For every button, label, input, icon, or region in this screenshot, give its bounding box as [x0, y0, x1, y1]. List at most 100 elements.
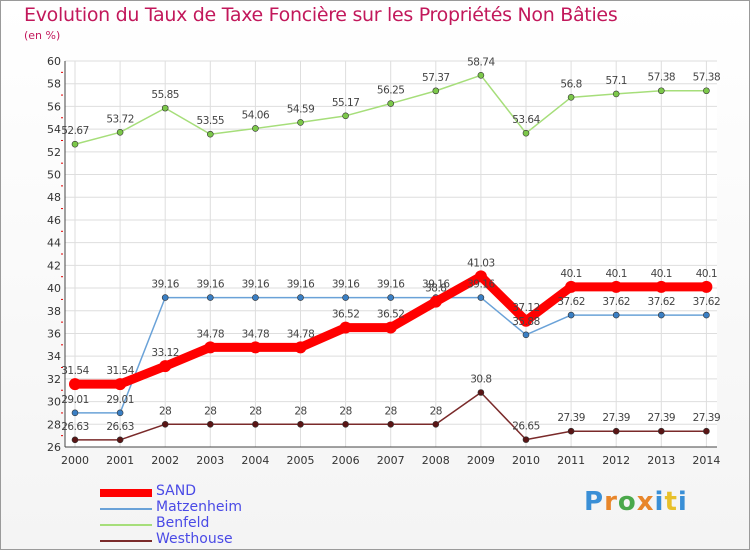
data-label-westhouse: 27.39	[693, 412, 721, 424]
data-point-sand	[69, 378, 81, 391]
data-point-sand	[520, 314, 532, 327]
y-tick-label: 46	[47, 214, 61, 227]
y-tick-label: 40	[47, 282, 61, 295]
data-label-westhouse: 28	[249, 405, 261, 417]
x-tick-label: 2013	[647, 454, 675, 467]
x-tick-label: 2009	[467, 454, 495, 467]
y-tick-label: 58	[47, 78, 61, 91]
data-point-westhouse	[612, 427, 620, 435]
data-label-benfeld: 58.74	[467, 56, 495, 68]
data-point-westhouse	[703, 427, 710, 435]
data-point-sand	[114, 378, 127, 391]
y-tick-label: 48	[47, 191, 61, 204]
data-point-matzenheim	[657, 311, 665, 319]
data-point-benfeld	[387, 100, 395, 107]
chart-title: Evolution du Taux de Taxe Foncière sur l…	[24, 4, 618, 26]
data-point-sand	[700, 280, 713, 293]
data-point-sand	[655, 280, 668, 293]
data-label-matzenheim: 39.16	[242, 279, 270, 291]
legend-swatch	[100, 508, 152, 510]
logo-letter: i	[677, 487, 688, 517]
legend-label: Matzenheim	[156, 499, 242, 515]
data-point-westhouse	[522, 436, 530, 443]
data-label-matzenheim: 39.16	[467, 279, 495, 291]
proxiti-logo: Proxiti	[584, 487, 688, 517]
data-label-westhouse: 28	[294, 405, 306, 417]
data-label-benfeld: 57.1	[606, 75, 627, 87]
data-point-matzenheim	[297, 294, 304, 301]
data-point-benfeld	[567, 94, 575, 101]
data-label-benfeld: 57.37	[422, 72, 450, 84]
data-label-benfeld: 54.59	[287, 103, 315, 115]
data-label-benfeld: 54.06	[242, 109, 270, 121]
data-label-benfeld: 55.17	[332, 97, 360, 109]
data-point-westhouse	[387, 420, 395, 428]
y-tick-label: 36	[47, 327, 61, 340]
data-label-westhouse: 28	[339, 405, 351, 417]
y-tick-label: 30	[47, 396, 61, 409]
y-tick-label: 52	[47, 146, 61, 159]
data-label-matzenheim: 37.62	[602, 296, 630, 308]
x-tick-label: 2002	[151, 454, 179, 467]
data-point-sand	[339, 321, 352, 334]
data-label-westhouse: 28	[430, 405, 442, 417]
y-tick-label: 32	[47, 373, 61, 386]
data-point-sand	[610, 280, 623, 293]
data-label-westhouse: 27.39	[602, 412, 630, 424]
data-label-sand: 31.54	[106, 365, 134, 377]
data-label-sand: 36.52	[332, 309, 360, 321]
data-label-sand: 34.78	[287, 328, 315, 340]
data-point-westhouse	[567, 427, 575, 435]
x-tick-label: 2001	[106, 454, 134, 467]
legend-swatch	[100, 489, 152, 497]
data-label-sand: 40.1	[560, 268, 581, 280]
data-point-westhouse	[477, 389, 485, 396]
data-point-westhouse	[432, 420, 440, 428]
data-label-sand: 40.1	[651, 268, 672, 280]
logo-letter: t	[664, 487, 678, 517]
data-label-matzenheim: 39.16	[197, 279, 225, 291]
y-tick-label: 38	[47, 305, 61, 318]
data-label-sand: 34.78	[242, 328, 270, 340]
data-label-sand: 31.54	[61, 365, 89, 377]
data-point-westhouse	[161, 420, 169, 428]
data-label-westhouse: 30.8	[470, 374, 491, 386]
data-label-matzenheim: 37.62	[648, 296, 676, 308]
data-point-benfeld	[612, 90, 620, 98]
legend-label: Benfeld	[156, 515, 210, 531]
data-label-matzenheim: 39.16	[287, 279, 315, 291]
x-tick-label: 2012	[602, 454, 630, 467]
y-tick-label: 60	[47, 55, 61, 68]
data-label-matzenheim: 37.62	[557, 296, 585, 308]
data-point-westhouse	[297, 420, 304, 428]
data-point-matzenheim	[161, 294, 169, 301]
data-point-benfeld	[207, 130, 214, 138]
data-point-benfeld	[342, 112, 349, 120]
y-tick-label: 28	[47, 418, 61, 431]
data-point-sand	[474, 270, 487, 283]
data-point-matzenheim	[703, 311, 710, 319]
logo-letter: x	[636, 487, 655, 517]
logo-letter: i	[654, 487, 665, 517]
data-point-benfeld	[116, 128, 124, 136]
data-label-sand: 34.78	[197, 328, 225, 340]
data-point-matzenheim	[522, 331, 530, 339]
data-point-matzenheim	[567, 311, 575, 319]
data-point-sand	[159, 360, 172, 373]
data-label-westhouse: 26.63	[106, 421, 134, 433]
data-point-sand	[249, 341, 262, 354]
x-tick-label: 2008	[422, 454, 450, 467]
data-point-westhouse	[207, 420, 214, 428]
data-point-sand	[384, 321, 397, 334]
data-label-westhouse: 27.39	[648, 412, 676, 424]
data-point-benfeld	[297, 119, 304, 126]
data-point-matzenheim	[116, 409, 124, 417]
data-point-matzenheim	[477, 294, 485, 301]
data-point-benfeld	[522, 129, 530, 137]
data-label-sand: 40.1	[606, 268, 627, 280]
legend-swatch	[100, 540, 152, 542]
y-tick-label: 26	[47, 441, 61, 454]
data-point-benfeld	[657, 87, 665, 95]
data-label-westhouse: 26.63	[61, 421, 89, 433]
data-point-matzenheim	[612, 311, 620, 319]
